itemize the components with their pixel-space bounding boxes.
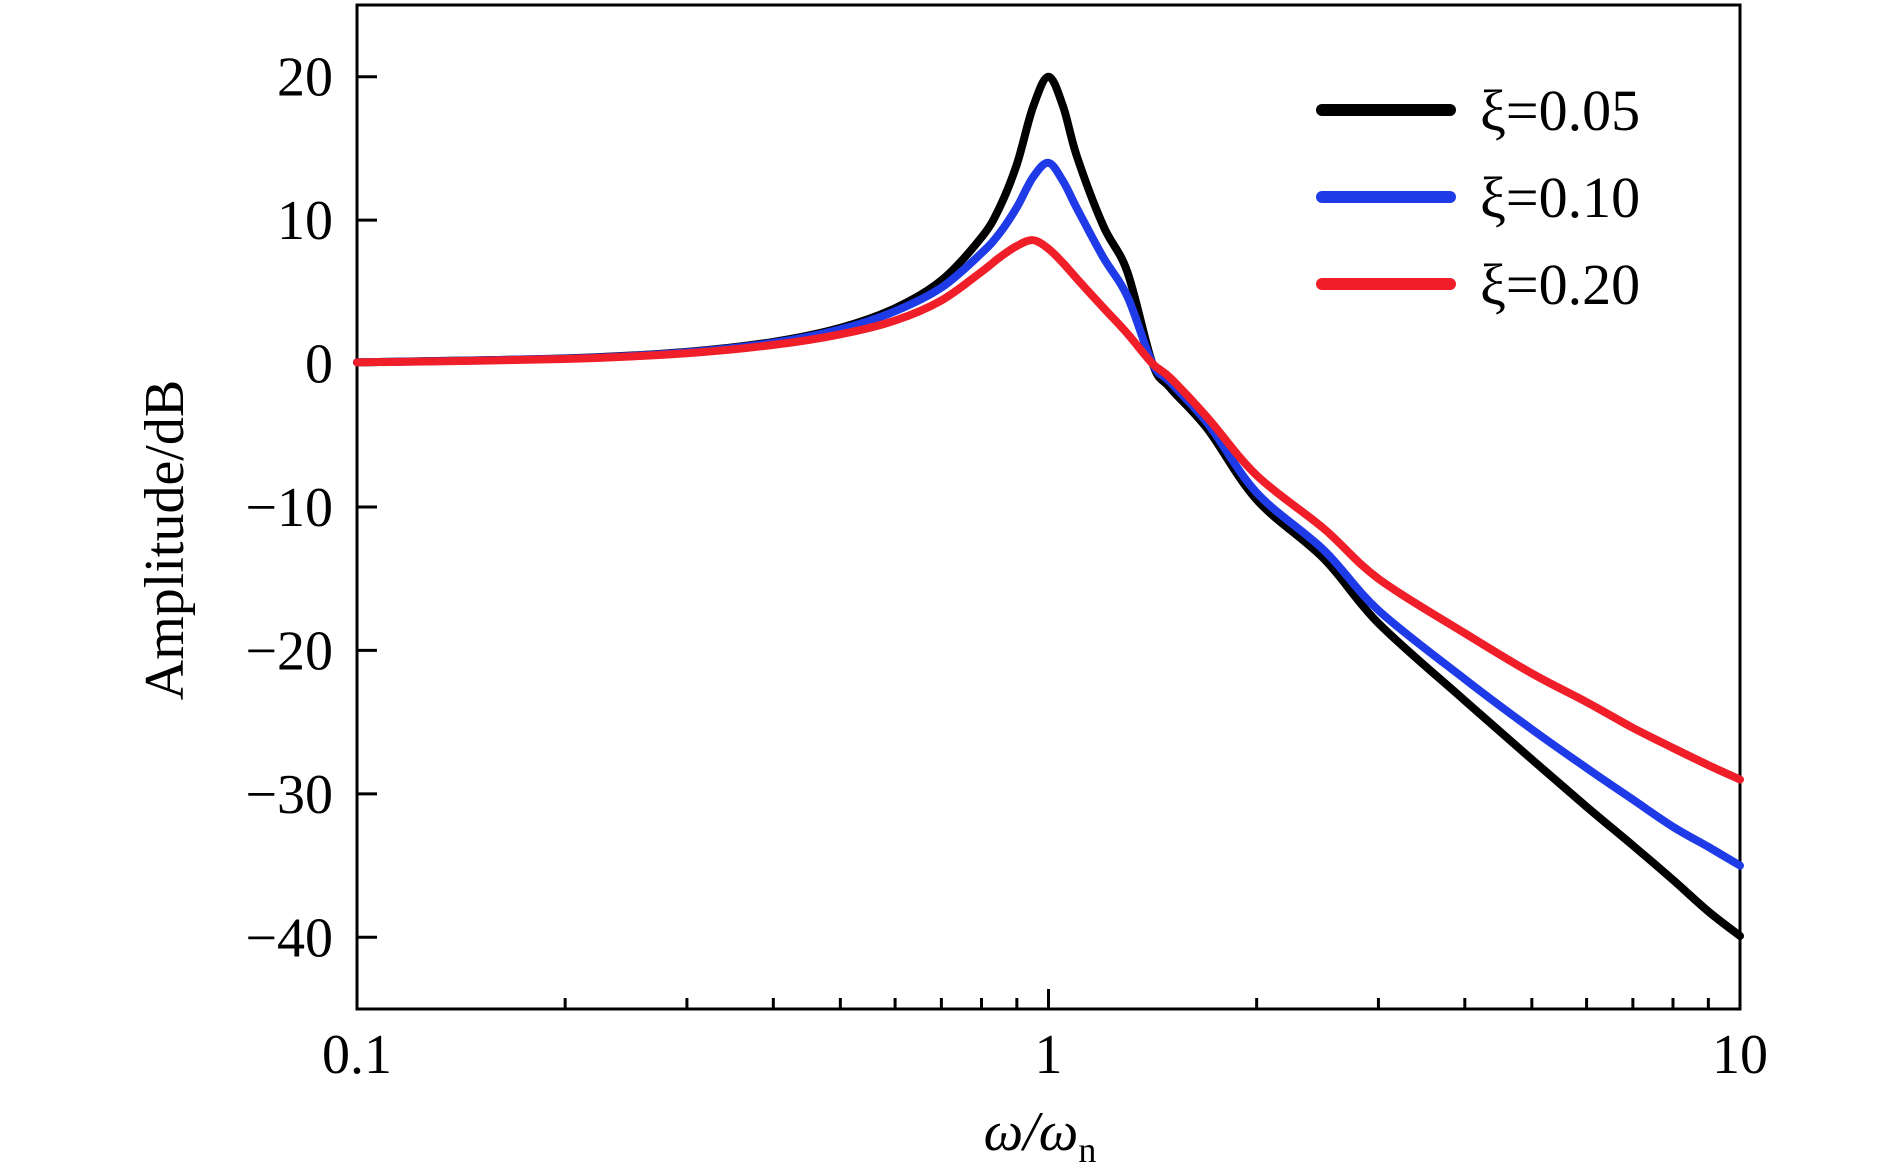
series-line-3 bbox=[353, 236, 1744, 784]
x-tick-label: 1 bbox=[1035, 1024, 1063, 1086]
x-axis-title: ω/ωn bbox=[984, 1101, 1097, 1170]
y-tick-label: −20 bbox=[245, 620, 333, 682]
plot-frame bbox=[355, 3, 1742, 1011]
y-tick-label: 10 bbox=[277, 190, 333, 252]
legend: ξ=0.05 ξ=0.10 ξ=0.20 bbox=[1316, 78, 1640, 317]
legend-label: ξ=0.05 bbox=[1480, 78, 1640, 143]
x-axis-title-main: ω/ω bbox=[984, 1101, 1079, 1163]
x-axis-title-subscript: n bbox=[1078, 1130, 1096, 1170]
legend-label: ξ=0.10 bbox=[1480, 165, 1640, 230]
y-tick-label: −30 bbox=[245, 764, 333, 826]
series-lines bbox=[353, 72, 1744, 940]
y-tick-label: 20 bbox=[277, 47, 333, 109]
series-line-2 bbox=[353, 158, 1744, 870]
x-axis-ticks: 0.1 1 10 bbox=[322, 989, 1768, 1086]
y-axis-title: Amplitude/dB bbox=[134, 380, 196, 700]
y-tick-label: −10 bbox=[245, 477, 333, 539]
y-tick-label: −40 bbox=[245, 907, 333, 969]
legend-label: ξ=0.20 bbox=[1480, 252, 1640, 317]
y-tick-label: 0 bbox=[305, 334, 333, 396]
y-axis-ticks: 20 10 0 −10 −20 −30 −40 bbox=[245, 47, 377, 969]
x-tick-label: 10 bbox=[1712, 1024, 1768, 1086]
x-tick-label: 0.1 bbox=[322, 1024, 392, 1086]
